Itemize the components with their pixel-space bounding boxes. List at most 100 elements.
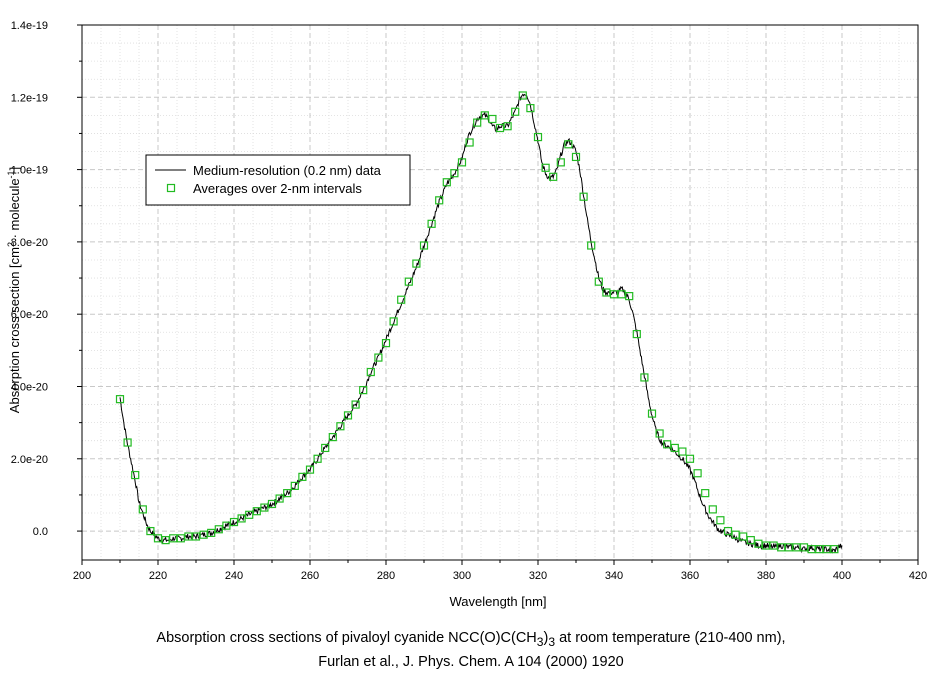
- marker-2nm-average: [708, 505, 717, 514]
- marker-2nm-average: [503, 122, 512, 131]
- y-axis-title-mid: · molecule: [7, 178, 22, 242]
- y-tick-label: 4.0e-20: [11, 381, 48, 393]
- y-tick-label: 8.0e-20: [11, 237, 48, 249]
- caption-sub1: 3: [536, 634, 544, 649]
- x-tick-label: 260: [301, 570, 319, 582]
- marker-2nm-average: [397, 295, 406, 304]
- marker-2nm-average: [473, 118, 482, 127]
- absorption-chart: 200 220 240 260 280 300 320 340 360 380 400 420 0.0 2…: [6, 20, 927, 609]
- caption-prefix: Absorption cross sections of pivaloyl cy…: [156, 630, 537, 646]
- legend-marker-swatch: [166, 183, 176, 193]
- marker-2nm-average: [693, 469, 702, 478]
- y-tick-label: 1.0e-19: [11, 165, 48, 177]
- marker-2nm-average: [587, 241, 596, 250]
- plot-area: [115, 91, 843, 554]
- marker-2nm-average: [146, 526, 155, 536]
- x-tick-label: 400: [833, 570, 851, 582]
- marker-2nm-average: [678, 447, 687, 456]
- x-tick-label: 200: [73, 570, 91, 582]
- x-tick-label: 340: [605, 570, 623, 582]
- marker-2nm-average: [374, 353, 383, 362]
- marker-2nm-average: [701, 489, 710, 498]
- marker-2nm-average: [343, 411, 353, 420]
- y-tick-label: 1.4e-19: [11, 20, 48, 32]
- marker-2nm-average: [412, 259, 421, 268]
- y-axis-title-sup2: -1: [6, 170, 16, 178]
- x-tick-label: 420: [909, 570, 927, 582]
- marker-2nm-average: [533, 132, 543, 142]
- marker-2nm-average: [138, 505, 147, 514]
- marker-2nm-average: [769, 541, 778, 550]
- marker-2nm-average: [518, 91, 527, 100]
- marker-2nm-average: [283, 489, 292, 498]
- marker-2nm-average: [404, 277, 413, 286]
- figure-caption-line2: Furlan et al., J. Phys. Chem. A 104 (200…: [318, 654, 624, 670]
- marker-2nm-average: [290, 481, 299, 490]
- marker-2nm-average: [321, 443, 330, 453]
- marker-2nm-average: [784, 543, 793, 552]
- marker-2nm-average: [389, 317, 398, 326]
- y-axis-title-end: ]: [7, 167, 22, 171]
- y-tick-label: 6.0e-20: [11, 309, 48, 321]
- caption-sub2: 3: [548, 634, 556, 649]
- marker-2nm-average: [275, 494, 284, 503]
- marker-2nm-average: [526, 104, 535, 113]
- x-tick-label: 280: [377, 570, 395, 582]
- marker-2nm-average: [746, 536, 755, 545]
- marker-2nm-average: [191, 532, 201, 541]
- axis-ticks: 200 220 240 260 280 300 320 340 360 380 400 420 0.0 2…: [11, 20, 927, 582]
- marker-2nm-average: [647, 409, 657, 418]
- x-tick-label: 220: [149, 570, 167, 582]
- marker-2nm-average: [427, 219, 436, 228]
- y-axis-title-main: Absorption cross section [cm: [7, 247, 22, 413]
- marker-2nm-average: [830, 545, 839, 554]
- y-tick-label: 1.2e-19: [11, 92, 48, 104]
- marker-2nm-average: [632, 329, 641, 339]
- marker-2nm-average: [222, 521, 231, 530]
- marker-2nm-average: [511, 107, 520, 116]
- marker-2nm-average: [184, 532, 193, 541]
- marker-2nm-average: [625, 292, 634, 301]
- legend-label-line: Medium-resolution (0.2 nm) data: [193, 163, 382, 178]
- legend-label-markers: Averages over 2-nm intervals: [193, 181, 362, 196]
- y-tick-label: 2.0e-20: [11, 454, 48, 466]
- marker-2nm-average: [115, 395, 125, 404]
- marker-2nm-average: [571, 152, 581, 162]
- marker-2nm-average: [336, 422, 345, 431]
- x-tick-label: 300: [453, 570, 471, 582]
- grid: [82, 25, 918, 560]
- marker-2nm-average: [435, 196, 444, 205]
- marker-2nm-average: [442, 178, 451, 187]
- marker-2nm-average: [229, 517, 239, 527]
- marker-2nm-average: [207, 528, 216, 537]
- y-axis-title: Absorption cross section [cm2 · molecule…: [6, 167, 22, 413]
- y-tick-label: 0.0: [33, 526, 48, 538]
- marker-2nm-average: [549, 172, 558, 181]
- marker-2nm-average: [480, 111, 489, 120]
- legend-box: [145, 154, 411, 206]
- x-tick-label: 380: [757, 570, 775, 582]
- legend: Medium-resolution (0.2 nm) data Averages…: [145, 154, 411, 206]
- marker-2nm-average: [123, 438, 132, 447]
- marker-2nm-average: [252, 507, 261, 516]
- marker-2nm-average: [670, 443, 679, 453]
- marker-2nm-average: [298, 472, 307, 481]
- marker-2nm-average: [541, 163, 550, 172]
- caption-mid: ): [543, 630, 549, 646]
- marker-2nm-average: [579, 192, 588, 201]
- marker-2nm-average: [716, 516, 725, 525]
- marker-2nm-average: [617, 290, 626, 299]
- figure-caption-line1: Absorption cross sections of pivaloyl cy…: [0, 630, 942, 649]
- marker-2nm-average: [495, 123, 505, 133]
- marker-2nm-average: [381, 339, 391, 348]
- caption-suffix: at room temperature (210-400 nm),: [555, 630, 786, 646]
- marker-2nm-average: [351, 400, 360, 409]
- marker-2nm-average: [366, 367, 375, 377]
- marker-2nm-average: [457, 158, 467, 167]
- marker-2nm-average: [328, 432, 337, 442]
- marker-2nm-average: [169, 534, 178, 543]
- marker-2nm-average: [655, 429, 664, 438]
- marker-2nm-average: [305, 465, 315, 474]
- marker-2nm-average: [313, 454, 322, 463]
- y-axis-title-sup1: 2: [6, 242, 16, 247]
